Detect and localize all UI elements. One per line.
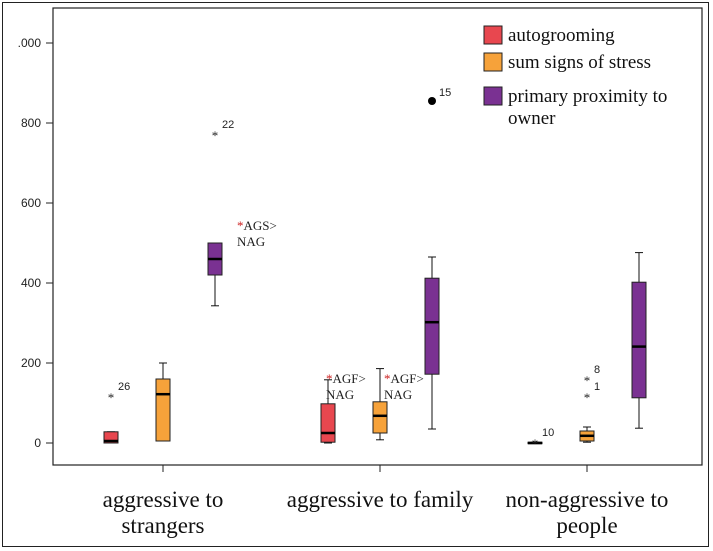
outlier-dot <box>428 97 436 105</box>
legend-label: autogrooming <box>508 25 615 46</box>
outlier-star: * <box>532 436 539 451</box>
category-label: aggressive to family <box>287 487 474 512</box>
outlier-label: 8 <box>594 364 600 376</box>
significance-text: AGF> <box>333 371 366 386</box>
outlier-star: * <box>212 128 219 143</box>
outlier-label: 26 <box>118 381 130 393</box>
legend-label: owner <box>508 108 556 129</box>
significance-annotation: *AGS> <box>237 218 277 233</box>
outlier-star: * <box>584 373 591 388</box>
significance-annotation: *AGF> <box>326 371 366 386</box>
outlier-label: 15 <box>439 87 451 99</box>
outlier-label: 1 <box>594 381 600 393</box>
y-tick-label: 0 <box>34 436 41 450</box>
significance-annotation: *AGF> <box>384 371 424 386</box>
category-label: people <box>556 513 617 538</box>
box <box>632 282 646 398</box>
y-tick-label: 800 <box>21 116 41 130</box>
category-label: strangers <box>121 513 204 538</box>
significance-text: AGS> <box>244 218 277 233</box>
box <box>156 379 170 441</box>
significance-annotation-line2: NAG <box>237 234 265 249</box>
outlier-star: * <box>584 390 591 405</box>
significance-annotation-line2: NAG <box>326 387 354 402</box>
y-tick-label: 200 <box>21 356 41 370</box>
box <box>425 278 439 374</box>
y-tick-label: .000 <box>18 36 42 50</box>
y-tick-label: 400 <box>21 276 41 290</box>
legend-swatch <box>484 26 502 44</box>
outlier-label: 10 <box>542 427 554 439</box>
legend-swatch <box>484 87 502 105</box>
outlier-star: * <box>108 390 115 405</box>
y-tick-label: 600 <box>21 196 41 210</box>
box <box>321 404 335 442</box>
significance-annotation-line2: NAG <box>384 387 412 402</box>
legend-label: sum signs of stress <box>508 52 651 73</box>
legend-label: primary proximity to <box>508 86 667 107</box>
category-label: aggressive to <box>103 487 224 512</box>
category-label: non-aggressive to <box>506 487 669 512</box>
legend-swatch <box>484 53 502 71</box>
box <box>373 402 387 433</box>
plot-area <box>53 8 702 465</box>
outlier-label: 22 <box>222 119 234 131</box>
significance-text: AGF> <box>391 371 424 386</box>
